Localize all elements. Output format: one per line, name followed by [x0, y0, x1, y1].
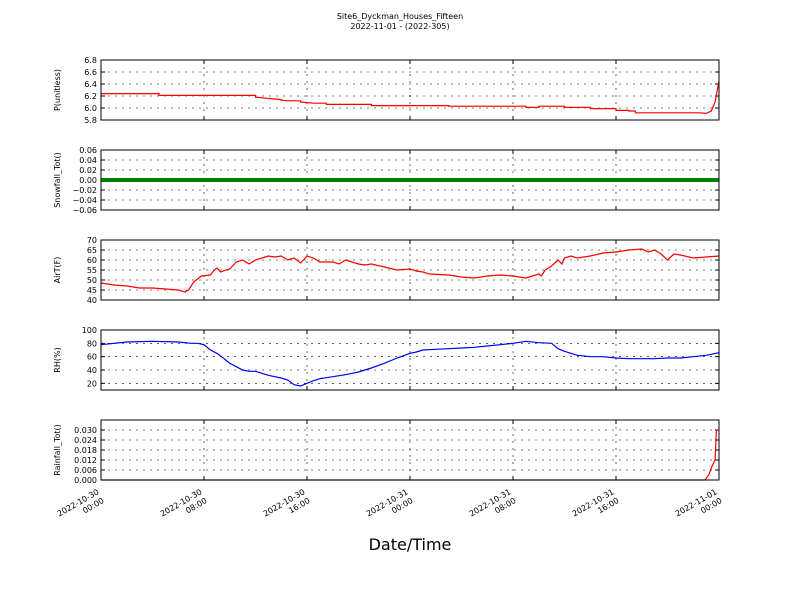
y-tick-label: 20 — [87, 379, 97, 388]
y-tick-label: 6.6 — [84, 68, 97, 77]
y-tick-label: 0.030 — [74, 426, 97, 435]
y-tick-label: 6.8 — [84, 56, 97, 65]
y-tick-label: 70 — [87, 236, 97, 245]
y-tick-label: 0.006 — [74, 466, 97, 475]
panel-4: 20 40 60 80 100 RH(%) — [53, 326, 720, 391]
y-tick-label: 0.012 — [74, 456, 97, 465]
panel-frame — [100, 419, 720, 481]
y-tick-label: 0.04 — [79, 156, 97, 165]
y-axis-label: RH(%) — [53, 347, 62, 372]
y-tick-label: 6.2 — [84, 92, 97, 101]
series-line — [100, 248, 720, 293]
x-axis-label: Date/Time — [369, 535, 452, 554]
y-tick-label: −0.04 — [72, 196, 97, 205]
y-tick-label: 50 — [87, 276, 97, 285]
series-line — [101, 80, 720, 115]
y-axis-label: AirT(F) — [53, 257, 62, 284]
y-tick-label: 0.000 — [74, 476, 97, 485]
y-tick-label: 55 — [87, 266, 97, 275]
panels-group: 5.8 6.0 6.2 6.4 6.6 6.8 P(unitless) −0.06−0.04−… — [53, 56, 720, 485]
panel-frame — [100, 149, 720, 211]
series-line — [100, 340, 720, 387]
y-tick-label: 0.02 — [79, 166, 97, 175]
panel-frame — [100, 329, 720, 391]
y-tick-label: 45 — [87, 286, 97, 295]
panel-2: −0.06−0.04−0.020.000.020.040.06 Snowfall_… — [53, 146, 720, 215]
chart-subtitle: 2022-11-01 - (2022-305) — [350, 22, 449, 31]
y-tick-label: 40 — [87, 296, 97, 305]
y-tick-label: 5.8 — [84, 116, 97, 125]
y-tick-label: 0.00 — [79, 176, 97, 185]
y-tick-label: 0.024 — [74, 436, 97, 445]
y-tick-label: 60 — [87, 256, 97, 265]
y-axis-label: Rainfall_Tot() — [53, 424, 62, 476]
y-axis-label: P(unitless) — [53, 69, 62, 111]
y-tick-label: 60 — [87, 353, 97, 362]
y-tick-label: 40 — [87, 366, 97, 375]
panel-frame — [100, 59, 720, 121]
y-tick-label: 0.06 — [79, 146, 97, 155]
y-tick-label: 65 — [87, 246, 97, 255]
y-tick-label: 80 — [87, 339, 97, 348]
y-axis-label: Snowfall_Tot() — [53, 152, 62, 208]
y-tick-label: 6.0 — [84, 104, 97, 113]
y-tick-label: 6.4 — [84, 80, 97, 89]
panel-frame — [100, 239, 720, 301]
y-tick-label: 100 — [82, 326, 97, 335]
y-tick-label: −0.02 — [72, 186, 97, 195]
y-tick-label: 0.018 — [74, 446, 97, 455]
chart-title: Site6_Dyckman_Houses_Fifteen — [337, 12, 463, 21]
panel-1: 5.8 6.0 6.2 6.4 6.6 6.8 P(unitless) — [53, 56, 720, 125]
y-tick-label: −0.06 — [72, 206, 97, 215]
